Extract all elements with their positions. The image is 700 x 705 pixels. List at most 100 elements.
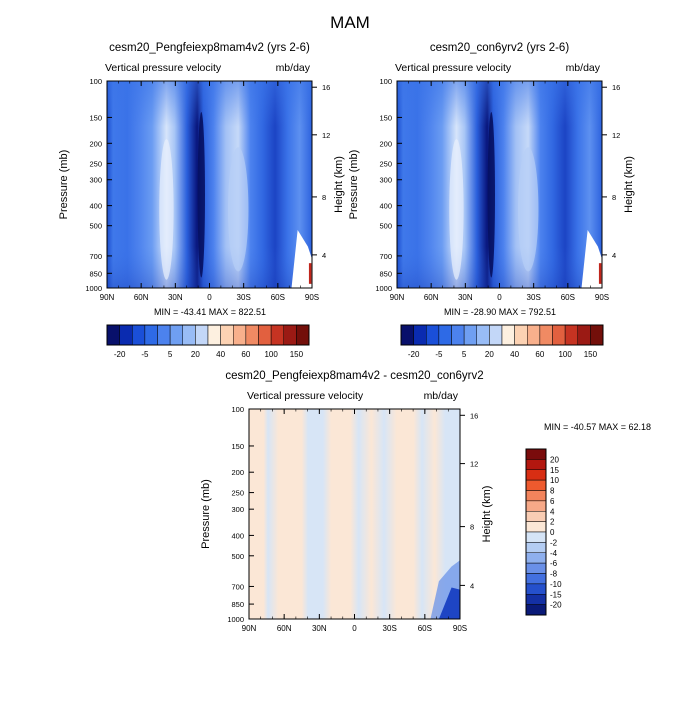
colorbar-swatch (577, 324, 591, 346)
y-tick-label: 250 (89, 159, 102, 168)
height-tick-label: 8 (470, 523, 474, 532)
colorbar-swatch (413, 324, 427, 346)
colorbar-swatch (233, 324, 247, 346)
x-tick-label: 60N (134, 293, 149, 302)
colorbar-swatch (220, 324, 234, 346)
y-tick-label: 300 (231, 505, 244, 514)
colorbar-swatch (525, 552, 547, 564)
height-tick-label: 16 (612, 83, 620, 92)
min-max-label: MIN = -28.90 MAX = 792.51 (444, 307, 556, 317)
x-tick-label: 30N (312, 624, 327, 633)
y-tick-label: 700 (89, 252, 102, 261)
colorbar-label: -5 (141, 350, 149, 359)
colorbar-label: 20 (550, 455, 559, 464)
height-tick-label: 4 (322, 251, 326, 260)
colorbar-swatch (283, 324, 297, 346)
colorbar-swatch (525, 490, 547, 502)
colorbar-swatch (119, 324, 133, 346)
colorbar-label: 40 (510, 350, 519, 359)
height-tick-label: 16 (322, 83, 330, 92)
colorbar-label: 5 (462, 350, 467, 359)
colorbar-swatch (438, 324, 452, 346)
colorbar-label: 15 (550, 466, 559, 475)
x-tick-label: 0 (207, 293, 212, 302)
x-tick-label: 60N (277, 624, 292, 633)
y-tick-label: 400 (379, 202, 392, 211)
y-tick-label: 200 (231, 468, 244, 477)
polar-surface-patch (291, 230, 312, 288)
colorbar-label: -4 (550, 549, 558, 558)
colorbar-swatch (207, 324, 221, 346)
x-tick-label: 90S (595, 293, 609, 302)
colorbar-label: -20 (114, 350, 126, 359)
height-tick-label: 12 (470, 460, 478, 469)
colorbar-swatch (400, 324, 414, 346)
colorbar-swatch (258, 324, 272, 346)
x-tick-label: 30S (383, 624, 397, 633)
colorbar-label: 20 (485, 350, 494, 359)
variable-label: Vertical pressure velocity (247, 390, 364, 402)
variable-label: Vertical pressure velocity (395, 62, 512, 74)
y-tick-label: 850 (231, 600, 244, 609)
units-label: mb/day (276, 62, 311, 74)
colorbar-swatch (552, 324, 566, 346)
colorbar-swatch (270, 324, 284, 346)
x-tick-label: 60S (418, 624, 432, 633)
colorbar-swatch (169, 324, 183, 346)
y-tick-label: 150 (89, 113, 102, 122)
colorbar-label: 0 (550, 528, 555, 537)
colorbar-swatch (195, 324, 209, 346)
x-tick-label: 30N (168, 293, 183, 302)
x-tick-label: 60S (271, 293, 285, 302)
colorbar-label: -10 (550, 580, 562, 589)
y-tick-label: 250 (379, 159, 392, 168)
y-tick-label: 700 (379, 252, 392, 261)
y-axis-title-right: Height (km) (481, 486, 493, 543)
colorbar-label: -6 (550, 559, 558, 568)
x-tick-label: 90S (305, 293, 319, 302)
height-tick-label: 12 (322, 131, 330, 140)
colorbar-swatch (106, 324, 120, 346)
colorbar-swatch (451, 324, 465, 346)
units-label: mb/day (424, 390, 459, 402)
colorbar-swatch (157, 324, 171, 346)
polar-anomaly-core (438, 587, 460, 619)
units-label: mb/day (566, 62, 601, 74)
x-tick-label: 0 (497, 293, 502, 302)
y-tick-label: 700 (231, 582, 244, 591)
colorbar-swatch (525, 511, 547, 522)
page-title: MAM (330, 13, 370, 32)
upwelling-core-30n (159, 138, 174, 280)
colorbar-swatch (564, 324, 578, 346)
height-tick-label: 4 (470, 581, 474, 590)
panel-title: cesm20_Pengfeiexp8mam4v2 (yrs 2-6) (109, 42, 310, 54)
y-tick-label: 500 (379, 222, 392, 231)
y-tick-label: 150 (231, 442, 244, 451)
x-tick-label: 90N (390, 293, 405, 302)
colorbar-swatch (296, 324, 310, 346)
colorbar-swatch (463, 324, 477, 346)
colorbar-swatch (514, 324, 528, 346)
colorbar-swatch (144, 324, 158, 346)
colorbar-label: -20 (408, 350, 420, 359)
colorbar-swatch (245, 324, 259, 346)
colorbar-swatch (501, 324, 515, 346)
y-axis-title: Pressure (mb) (58, 150, 70, 220)
y-tick-label: 100 (231, 405, 244, 414)
y-tick-label: 300 (89, 176, 102, 185)
colorbar-swatch (525, 594, 547, 605)
x-tick-label: 90S (453, 624, 467, 633)
colorbar-swatch (525, 573, 547, 585)
panel-title: cesm20_con6yrv2 (yrs 2-6) (430, 42, 569, 54)
upwelling-core-30s (517, 147, 539, 272)
y-tick-label: 200 (89, 139, 102, 148)
y-tick-label: 150 (379, 113, 392, 122)
y-axis-title-right: Height (km) (623, 156, 635, 213)
colorbar-label: 8 (550, 487, 555, 496)
y-axis-title: Pressure (mb) (348, 150, 360, 220)
panel-difference: cesm20_Pengfeiexp8mam4v2 - cesm20_con6yr… (200, 370, 651, 633)
contour-field (249, 409, 460, 619)
y-tick-label: 500 (231, 552, 244, 561)
colorbar-swatch (426, 324, 440, 346)
